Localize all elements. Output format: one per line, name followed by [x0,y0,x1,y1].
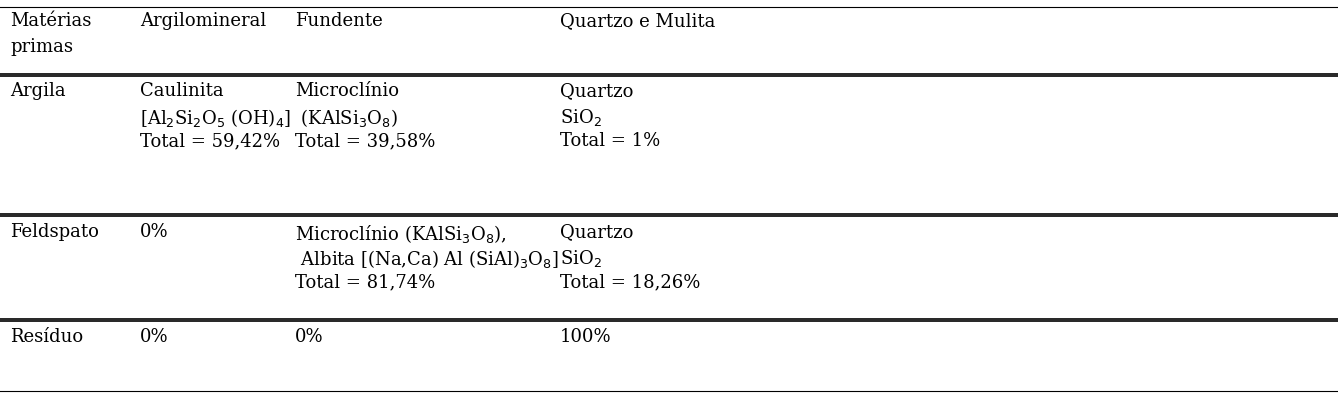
Text: primas: primas [9,38,74,56]
Text: (KAlSi$_3$O$_8$): (KAlSi$_3$O$_8$) [294,107,397,129]
Text: Quartzo e Mulita: Quartzo e Mulita [561,12,716,30]
Text: Fundente: Fundente [294,12,383,30]
Text: Microclínio (KAlSi$_3$O$_8$),: Microclínio (KAlSi$_3$O$_8$), [294,223,507,244]
Text: Total = 59,42%: Total = 59,42% [140,132,280,150]
Text: Albita [(Na,Ca) Al (SiAl)$_3$O$_8$]: Albita [(Na,Ca) Al (SiAl)$_3$O$_8$] [294,247,559,269]
Text: Quartzo: Quartzo [561,223,633,241]
Text: 0%: 0% [140,223,169,241]
Text: [Al$_2$Si$_2$O$_5$ (OH)$_4$]: [Al$_2$Si$_2$O$_5$ (OH)$_4$] [140,107,290,129]
Text: Quartzo: Quartzo [561,82,633,100]
Text: Caulinita: Caulinita [140,82,223,100]
Text: Feldspato: Feldspato [9,223,99,241]
Text: Microclínio: Microclínio [294,82,399,100]
Text: SiO$_2$: SiO$_2$ [561,247,602,268]
Text: Total = 81,74%: Total = 81,74% [294,272,435,290]
Text: Total = 18,26%: Total = 18,26% [561,272,700,290]
Text: 100%: 100% [561,327,611,345]
Text: Total = 39,58%: Total = 39,58% [294,132,435,150]
Text: SiO$_2$: SiO$_2$ [561,107,602,128]
Text: 0%: 0% [294,327,324,345]
Text: 0%: 0% [140,327,169,345]
Text: Matérias: Matérias [9,12,91,30]
Text: Argila: Argila [9,82,66,100]
Text: Argilomineral: Argilomineral [140,12,266,30]
Text: Total = 1%: Total = 1% [561,132,660,150]
Text: Resíduo: Resíduo [9,327,83,345]
